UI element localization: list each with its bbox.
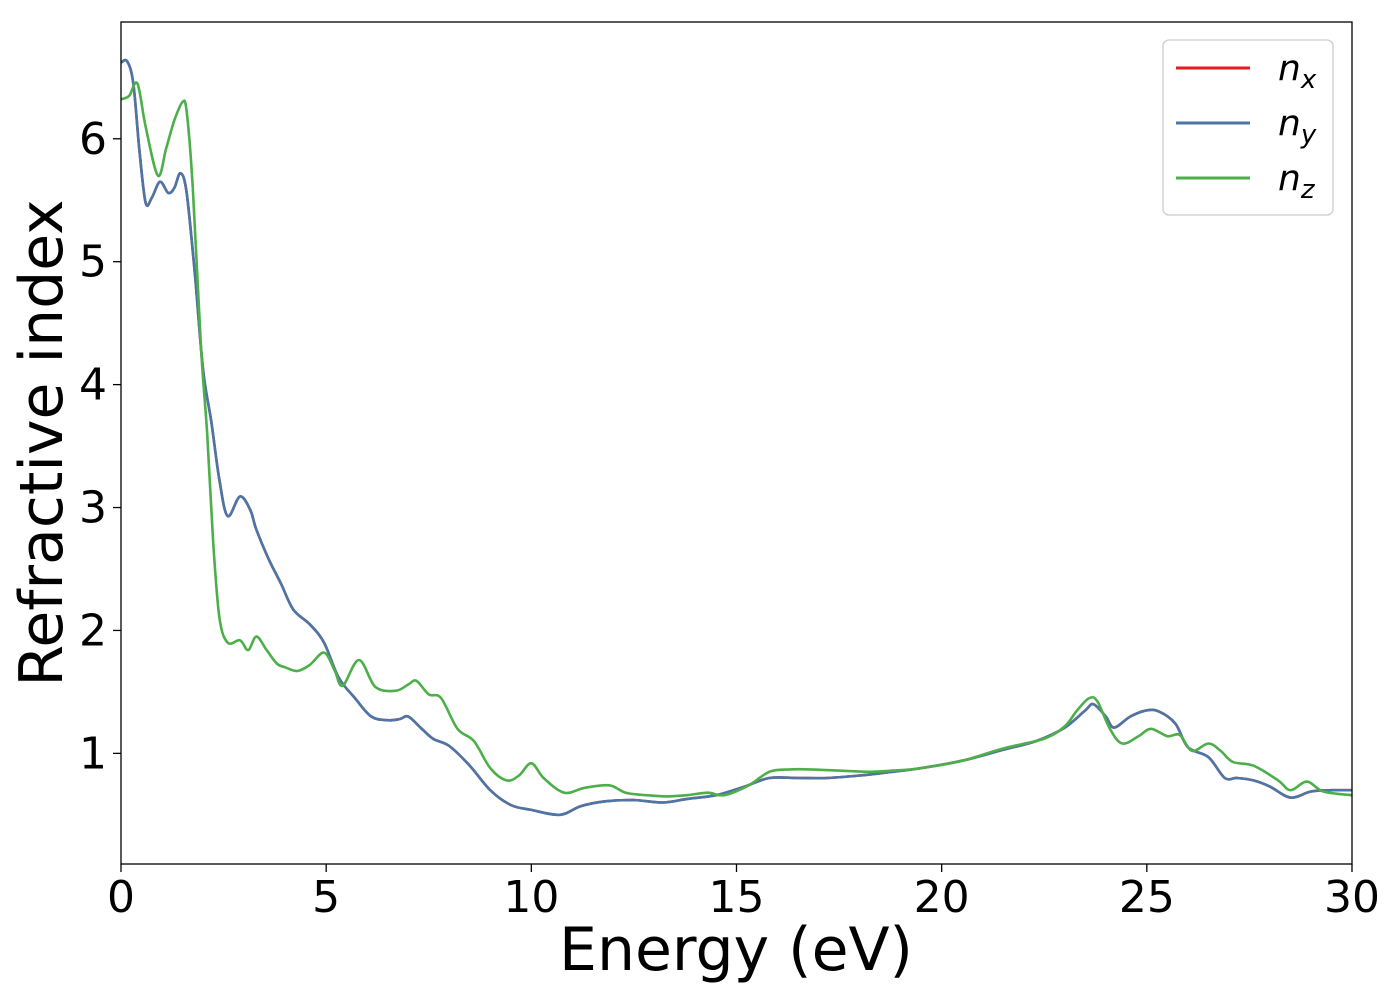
x-tick-label: 20 xyxy=(914,872,970,923)
y-tick-label: 3 xyxy=(79,483,107,534)
y-tick-label: 1 xyxy=(79,728,107,779)
y-tick-label: 4 xyxy=(79,360,107,411)
legend-label-ny: ny xyxy=(1278,103,1317,150)
x-tick-label: 0 xyxy=(107,872,135,923)
y-tick-label: 6 xyxy=(79,114,107,165)
x-axis-ticks: 0 5 10 15 20 25 30 xyxy=(107,864,1380,923)
legend-box xyxy=(1162,39,1334,216)
x-tick-label: 15 xyxy=(709,872,765,923)
y-tick-label: 2 xyxy=(79,605,107,656)
x-tick-label: 10 xyxy=(503,872,559,923)
x-tick-label: 5 xyxy=(312,872,340,923)
legend-label-nz: nz xyxy=(1278,158,1316,205)
y-axis-ticks: 1 2 3 4 5 6 xyxy=(79,114,121,779)
y-tick-label: 5 xyxy=(79,237,107,288)
x-axis-title: Energy (eV) xyxy=(559,915,913,985)
series-line-nz xyxy=(121,81,1352,798)
y-axis-title: Refractive index xyxy=(7,199,77,686)
x-tick-label: 30 xyxy=(1324,872,1380,923)
plot-background xyxy=(121,22,1352,864)
series-layer xyxy=(121,58,1352,817)
x-tick-label: 25 xyxy=(1119,872,1175,923)
